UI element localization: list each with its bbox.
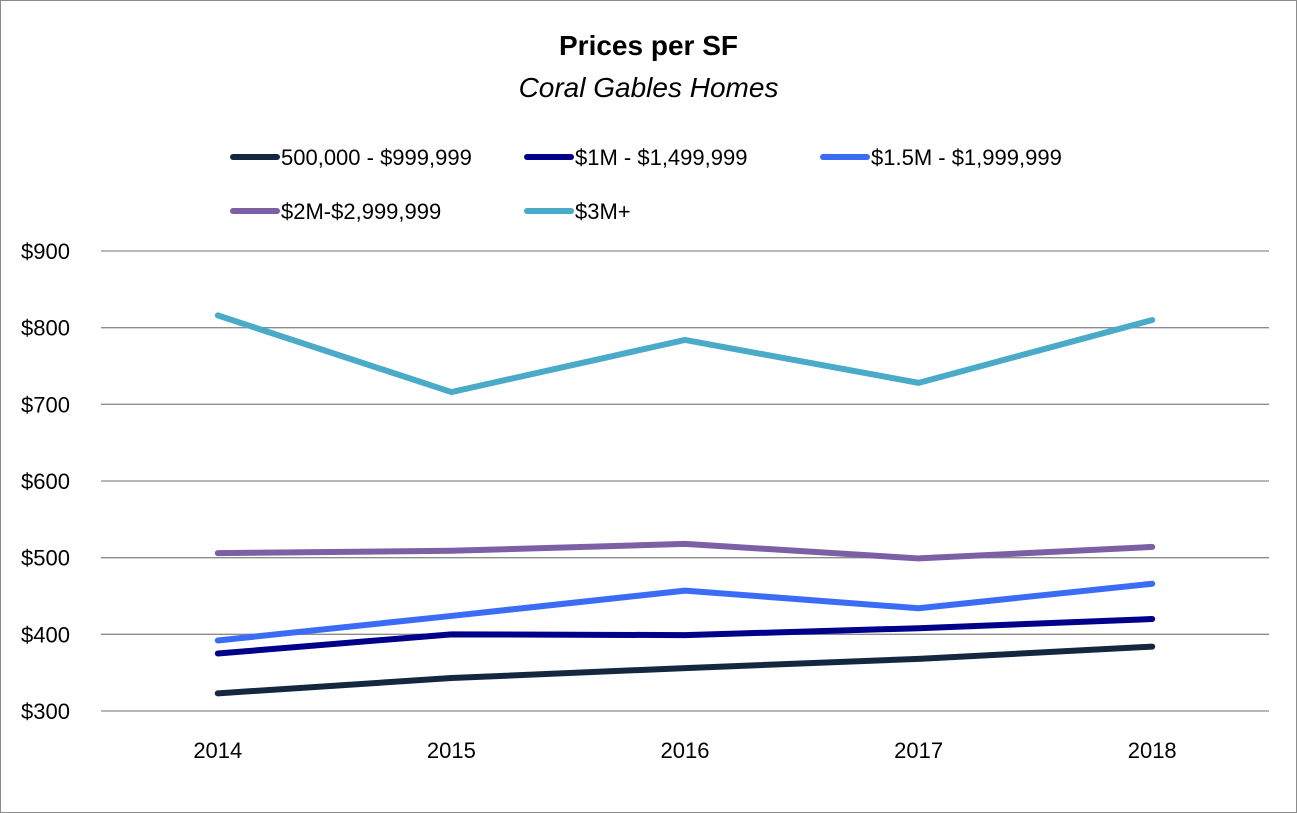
y-tick-label: $500: [21, 546, 70, 571]
y-tick-label: $900: [21, 239, 70, 264]
y-tick-label: $300: [21, 699, 70, 724]
series-lines: [214, 312, 1156, 697]
x-tick-label: 2014: [193, 738, 242, 763]
series-line: [214, 616, 1156, 657]
y-tick-label: $400: [21, 622, 70, 647]
legend-label: $1M - $1,499,999: [575, 145, 747, 170]
series-line: [214, 580, 1156, 644]
series-line: [214, 643, 1156, 697]
x-axis-tick-labels: 2014 2015 2016 2017 2018: [193, 738, 1176, 763]
legend-label: $2M-$2,999,999: [281, 199, 441, 224]
series-line: [214, 540, 1156, 562]
x-tick-label: 2015: [427, 738, 476, 763]
legend-label: $1.5M - $1,999,999: [871, 145, 1062, 170]
y-tick-label: $800: [21, 316, 70, 341]
y-tick-label: $600: [21, 469, 70, 494]
y-axis-tick-labels: $300 $400 $500 $600 $700 $800 $900: [21, 239, 70, 724]
chart-title: Prices per SF: [559, 30, 738, 61]
x-tick-label: 2016: [661, 738, 710, 763]
series-line: [214, 312, 1156, 396]
legend: 500,000 - $999,999 $1M - $1,499,999 $1.5M …: [230, 145, 1062, 224]
x-tick-label: 2017: [894, 738, 943, 763]
chart-subtitle: Coral Gables Homes: [518, 72, 779, 103]
gridlines: [101, 250, 1269, 712]
x-tick-label: 2018: [1128, 738, 1177, 763]
legend-label: 500,000 - $999,999: [281, 145, 472, 170]
y-tick-label: $700: [21, 392, 70, 417]
legend-label: $3M+: [575, 199, 631, 224]
